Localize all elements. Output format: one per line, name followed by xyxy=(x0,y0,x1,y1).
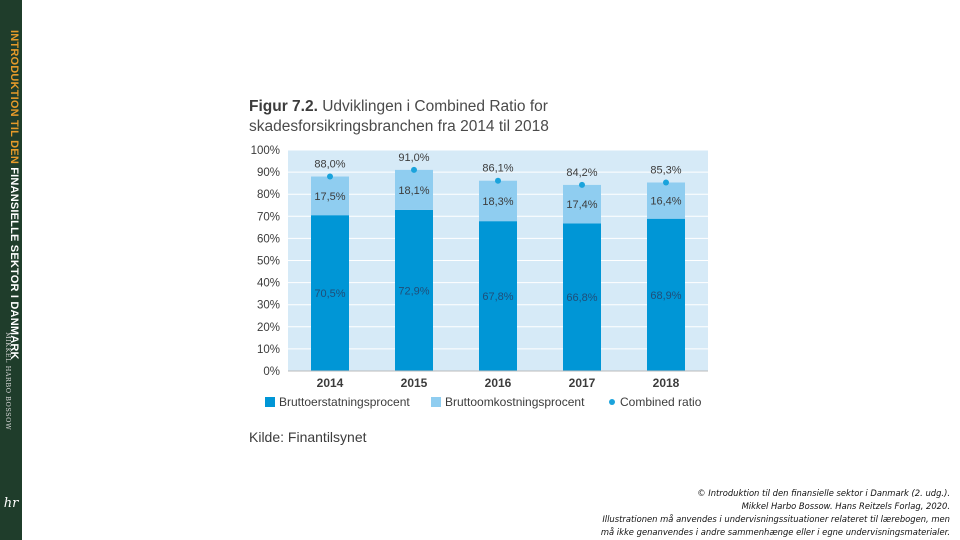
spine-title-part2: FINANSIELLE SEKTOR I DANMARK xyxy=(8,167,20,360)
x-tick-label: 2015 xyxy=(401,376,428,390)
combined-ratio-chart: 0% 10% 20% 30% 40% 50% 60% 70% 80% 90% 100% 70,5% 17… xyxy=(251,145,708,409)
figure-source: Kilde: Finantilsynet xyxy=(249,429,367,445)
legend-label-gross-claims: Bruttoerstatningsprocent xyxy=(279,395,410,409)
legend-swatch-gross-claims xyxy=(265,397,275,407)
combined-ratio-label: 88,0% xyxy=(314,159,345,171)
x-tick-label: 2016 xyxy=(485,376,512,390)
combined-ratio-label: 84,2% xyxy=(566,167,597,179)
y-tick-label: 10% xyxy=(257,344,280,356)
bar-gross-claims xyxy=(563,223,601,371)
combined-ratio-point xyxy=(663,179,669,186)
publisher-logo: hr xyxy=(3,496,19,511)
gross-claims-label: 68,9% xyxy=(650,290,681,302)
legend-label-combined-ratio: Combined ratio xyxy=(620,395,702,409)
credit-line-2: Mikkel Harbo Bossow. Hans Reitzels Forla… xyxy=(741,501,950,511)
y-tick-label: 100% xyxy=(251,145,280,157)
y-tick-label: 60% xyxy=(257,233,280,245)
bar-gross-claims xyxy=(311,215,349,371)
y-tick-label: 30% xyxy=(257,300,280,312)
combined-ratio-point xyxy=(579,181,585,188)
legend-label-gross-expenses: Bruttoomkostningsprocent xyxy=(445,395,585,409)
combined-ratio-point xyxy=(495,177,501,184)
y-tick-label: 0% xyxy=(263,366,280,378)
bar-gross-claims xyxy=(395,209,433,371)
gross-claims-label: 67,8% xyxy=(482,291,513,303)
combined-ratio-label: 91,0% xyxy=(398,152,429,164)
credit-line-4: må ikke genanvendes i andre sammenhænge … xyxy=(600,527,950,537)
bar-gross-claims xyxy=(647,218,685,371)
combined-ratio-point xyxy=(411,166,417,173)
legend-marker-combined-ratio xyxy=(609,399,615,405)
figure-title: Figur 7.2. Udviklingen i Combined Ratio … xyxy=(249,97,719,137)
y-tick-label: 20% xyxy=(257,322,280,334)
gross-claims-label: 72,9% xyxy=(398,285,429,297)
spine-title: INTRODUKTION TIL DEN FINANSIELLE SEKTOR … xyxy=(2,30,20,360)
bar-gross-claims xyxy=(479,221,517,371)
legend-swatch-gross-expenses xyxy=(431,397,441,407)
gross-expenses-label: 16,4% xyxy=(650,196,681,208)
copyright-credit: © Introduktion til den finansielle sekto… xyxy=(530,487,950,539)
gross-claims-label: 70,5% xyxy=(314,288,345,300)
x-tick-label: 2017 xyxy=(569,376,596,390)
gross-expenses-label: 17,4% xyxy=(566,199,597,211)
y-tick-label: 80% xyxy=(257,189,280,201)
gross-expenses-label: 17,5% xyxy=(314,191,345,203)
y-tick-label: 90% xyxy=(257,167,280,179)
combined-ratio-point xyxy=(327,173,333,180)
x-tick-label: 2014 xyxy=(317,376,344,390)
y-tick-label: 50% xyxy=(257,256,280,268)
figure-label: Figur 7.2. xyxy=(249,98,318,115)
bar-gross-expenses xyxy=(563,184,601,224)
gross-expenses-label: 18,1% xyxy=(398,185,429,197)
credit-line-3: Illustrationen må anvendes i undervisnin… xyxy=(602,514,950,524)
gross-expenses-label: 18,3% xyxy=(482,196,513,208)
combined-ratio-label: 86,1% xyxy=(482,163,513,175)
x-tick-label: 2018 xyxy=(653,376,680,390)
gross-claims-label: 66,8% xyxy=(566,292,597,304)
spine-author: MIKKEL HARBO BOSSOW xyxy=(4,332,12,431)
book-spine: INTRODUKTION TIL DEN FINANSIELLE SEKTOR … xyxy=(0,0,22,540)
y-tick-label: 40% xyxy=(257,278,280,290)
credit-line-1: © Introduktion til den finansielle sekto… xyxy=(697,488,950,498)
bar-gross-expenses xyxy=(479,180,517,222)
bar-gross-expenses xyxy=(647,182,685,219)
combined-ratio-label: 85,3% xyxy=(650,164,681,176)
spine-title-part1: INTRODUKTION TIL DEN xyxy=(8,30,20,164)
bar-gross-expenses xyxy=(395,169,433,210)
figure-title-text: Udviklingen i Combined Ratio for skadesf… xyxy=(249,98,549,135)
y-tick-label: 70% xyxy=(257,211,280,223)
bar-gross-expenses xyxy=(311,176,349,216)
